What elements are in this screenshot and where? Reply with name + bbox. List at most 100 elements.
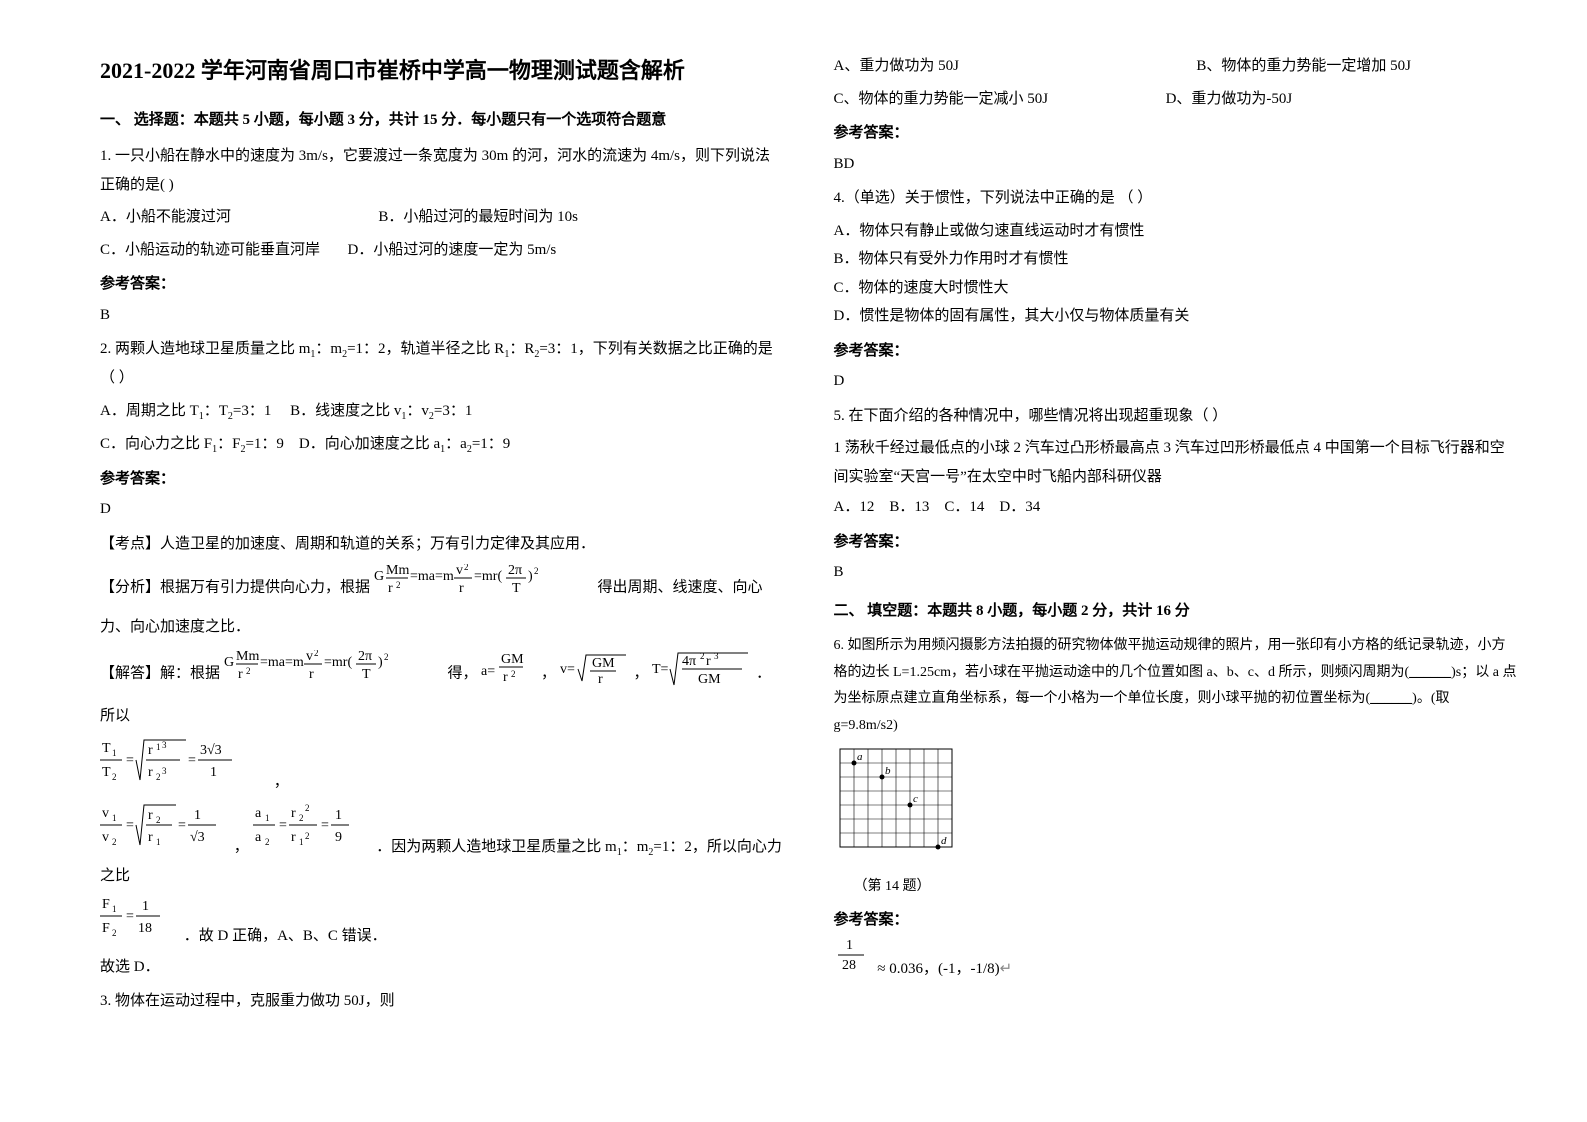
q2-jieda-l: 故选 D． xyxy=(100,953,784,982)
svg-text:a: a xyxy=(255,806,262,821)
svg-text:2: 2 xyxy=(511,669,516,679)
svg-text:=mr(: =mr( xyxy=(324,655,352,670)
svg-text:1: 1 xyxy=(299,837,304,847)
q6-grid-figure: abcd xyxy=(834,743,1518,874)
svg-text:=: = xyxy=(126,909,134,924)
svg-text:2: 2 xyxy=(314,650,319,658)
q2-jieda-g: ， xyxy=(234,839,249,855)
q5-stem: 5. 在下面介绍的各种情况中，哪些情况将出现超重现象（ ） xyxy=(834,402,1518,431)
q2-jieda-a: 【解答】解：根据 xyxy=(100,666,224,682)
formula-main-1: G Mm r2 =ma=m v2 r =mr( 2π T )2 xyxy=(374,564,594,613)
q2-jieda-line1: 【解答】解：根据 G Mm r2 =ma=m v2 r =mr( 2π xyxy=(100,647,784,730)
q2-options-row2: C．向心力之比 F1：F2=1：9 D．向心加速度之比 a1：a2=1：9 xyxy=(100,430,784,459)
q2-optC-a: C．向心力之比 F xyxy=(100,436,212,452)
q2-optD-c: =1：9 xyxy=(472,436,510,452)
svg-text:4π: 4π xyxy=(682,654,696,669)
q4-ans-label: 参考答案： xyxy=(834,337,1518,366)
q6-stem-a: 6. 如图所示为用频闪摄影方法拍摄的研究物体做平抛运动规律的照片，用一张印有小方… xyxy=(834,638,1506,680)
svg-text:2: 2 xyxy=(112,837,117,847)
q3-optC: C、物体的重力势能一定减小 50J xyxy=(834,91,1049,107)
svg-text:1: 1 xyxy=(156,742,161,752)
q4-optD: D．惯性是物体的固有属性，其大小仅与物体质量有关 xyxy=(834,302,1518,331)
svg-text:v: v xyxy=(456,564,463,578)
q5-ans: B xyxy=(834,558,1518,587)
svg-text:2: 2 xyxy=(156,815,161,825)
q4-optC: C．物体的速度大时惯性大 xyxy=(834,274,1518,303)
q1-options-row2: C．小船运动的轨迹可能垂直河岸 D．小船过河的速度一定为 5m/s xyxy=(100,236,784,265)
q2-optD-b: ：a xyxy=(445,436,467,452)
svg-text:3: 3 xyxy=(714,651,719,661)
svg-text:a=: a= xyxy=(481,664,495,679)
q5-opts-line: 1 荡秋千经过最低点的小球 2 汽车过凸形桥最高点 3 汽车过凹形桥最低点 4 … xyxy=(834,434,1518,491)
svg-text:F: F xyxy=(102,921,110,936)
section-2-heading: 二、 填空题：本题共 8 小题，每小题 2 分，共计 16 分 xyxy=(834,597,1518,626)
svg-text:1: 1 xyxy=(112,748,117,758)
q3-ans: BD xyxy=(834,150,1518,179)
svg-text:1: 1 xyxy=(846,938,853,953)
q6-caption: （第 14 题） xyxy=(854,874,1518,901)
right-column: A、重力做功为 50J B、物体的重力势能一定增加 50J C、物体的重力势能一… xyxy=(814,50,1528,1092)
q2-stem-b: ：m xyxy=(315,341,342,357)
q4-optB: B．物体只有受外力作用时才有惯性 xyxy=(834,245,1518,274)
q3-ans-label: 参考答案： xyxy=(834,119,1518,148)
q6-ans-frac: 1 28 xyxy=(834,937,874,973)
q1-ans-label: 参考答案： xyxy=(100,270,784,299)
svg-text:r: r xyxy=(309,667,314,682)
q2-kaodian: 【考点】人造卫星的加速度、周期和轨道的关系；万有引力定律及其应用． xyxy=(100,530,784,559)
q3-optD: D、重力做功为-50J xyxy=(1166,91,1293,107)
svg-text:v=: v= xyxy=(560,662,575,677)
svg-text:1: 1 xyxy=(265,813,270,823)
svg-text:r: r xyxy=(291,806,296,821)
q2-fenxi: 【分析】根据万有引力提供向心力，根据 G Mm r2 =ma=m v2 r =m… xyxy=(100,564,784,641)
q2-optA-b: ：T xyxy=(204,403,228,419)
q2-stem-a: 2. 两颗人造地球卫星质量之比 m xyxy=(100,341,310,357)
svg-text:18: 18 xyxy=(138,921,152,936)
svg-text:r: r xyxy=(388,581,393,596)
q5-optB: B．13 xyxy=(889,499,929,515)
svg-text:2: 2 xyxy=(156,772,161,782)
svg-text:1: 1 xyxy=(142,899,149,914)
svg-text:d: d xyxy=(941,835,947,847)
q5-optD: D．34 xyxy=(999,499,1040,515)
svg-text:r: r xyxy=(459,581,464,596)
q2-optC-c: =1：9 xyxy=(245,436,283,452)
svg-text:r: r xyxy=(148,830,153,845)
q2-jieda-d: ， xyxy=(634,666,649,682)
svg-text:Mm: Mm xyxy=(386,564,409,578)
svg-text:=mr(: =mr( xyxy=(474,569,502,584)
svg-text:2: 2 xyxy=(305,831,310,841)
svg-text:=: = xyxy=(279,818,287,833)
svg-text:=: = xyxy=(321,818,329,833)
q5-optC: C．14 xyxy=(944,499,984,515)
q2-jieda-i: ：m xyxy=(622,839,649,855)
svg-text:3√3: 3√3 xyxy=(200,743,222,758)
q2-fenxi-a: 【分析】根据万有引力提供向心力，根据 xyxy=(100,580,374,596)
svg-text:1: 1 xyxy=(112,904,117,914)
svg-text:): ) xyxy=(528,569,533,584)
svg-text:G: G xyxy=(374,569,384,584)
q2-stem: 2. 两颗人造地球卫星质量之比 m1：m2=1：2，轨道半径之比 R1：R2=3… xyxy=(100,335,784,393)
q1-options-row1: A．小船不能渡过河 B．小船过河的最短时间为 10s xyxy=(100,203,784,232)
q2-optA-a: A．周期之比 T xyxy=(100,403,199,419)
svg-text:=: = xyxy=(126,753,134,768)
svg-text:9: 9 xyxy=(335,830,342,845)
svg-text:GM: GM xyxy=(501,652,524,667)
q2-ans-label: 参考答案： xyxy=(100,465,784,494)
q6-blank-2: ______ xyxy=(1370,691,1412,706)
formula-F-ratio: F1 F2 = 1 18 ．故 D 正确，A、B、C 错误． xyxy=(100,892,784,951)
svg-text:v: v xyxy=(102,806,109,821)
q3-optA: A、重力做功为 50J xyxy=(834,58,959,74)
q3-optB: B、物体的重力势能一定增加 50J xyxy=(1196,58,1411,74)
svg-text:1: 1 xyxy=(335,808,342,823)
svg-text:Mm: Mm xyxy=(236,650,259,664)
svg-text:T: T xyxy=(102,741,111,756)
q5-ans-label: 参考答案： xyxy=(834,528,1518,557)
svg-text:28: 28 xyxy=(842,958,856,973)
svg-text:2: 2 xyxy=(384,652,389,662)
svg-text:=: = xyxy=(188,753,196,768)
svg-text:2π: 2π xyxy=(358,650,372,664)
svg-text:r: r xyxy=(291,830,296,845)
svg-text:v: v xyxy=(102,830,109,845)
svg-text:2: 2 xyxy=(265,837,270,847)
svg-text:a: a xyxy=(857,751,863,763)
